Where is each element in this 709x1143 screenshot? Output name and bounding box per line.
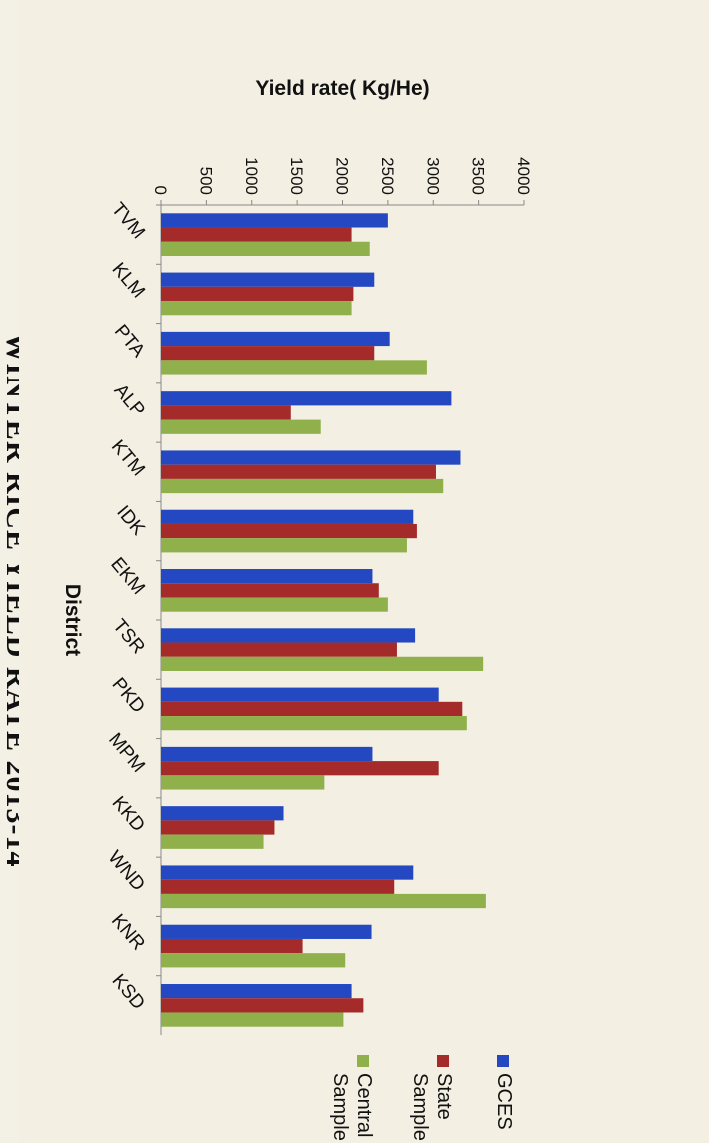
bar-central-sample-mpm: [161, 775, 325, 790]
y-tick-label: 3000: [423, 157, 442, 195]
legend-label-state-sample: State: [433, 1073, 455, 1120]
bar-gces-mpm: [161, 746, 373, 762]
bar-central-sample-tsr: [161, 656, 484, 671]
bar-central-sample-knr: [161, 953, 346, 968]
bar-central-sample-pta: [161, 360, 427, 375]
bar-central-sample-ekm: [161, 597, 388, 612]
bar-gces-pta: [161, 331, 390, 347]
bar-state-sample-mpm: [161, 761, 439, 776]
bar-gces-idk: [161, 509, 414, 524]
y-tick-labels: 0 500 1000 1500 2000 2500 3000 3500 4000: [151, 157, 533, 205]
y-tick-label: 2000: [333, 157, 352, 195]
bar-gces-ksd: [161, 984, 352, 999]
y-tick-label: 3500: [469, 157, 488, 195]
bar-gces-pkd: [161, 687, 439, 702]
bar-state-sample-ktm: [161, 464, 436, 479]
bar-state-sample-tvm: [161, 227, 352, 242]
x-axis-title: District: [61, 584, 84, 656]
bar-state-sample-ksd: [161, 998, 364, 1013]
bar-central-sample-tvm: [161, 241, 370, 256]
y-tick-label: 500: [196, 167, 215, 195]
legend-label-gces: GCES: [493, 1073, 515, 1130]
bar-gces-kkd: [161, 806, 284, 821]
bar-state-sample-alp: [160, 405, 291, 420]
bar-gces-alp: [161, 391, 452, 406]
y-tick-label: 4000: [514, 157, 533, 195]
y-tick-label: 1000: [242, 157, 261, 195]
legend-swatch-gces: [497, 1055, 509, 1067]
legend-swatch-state-sample: [437, 1055, 449, 1067]
bar-state-sample-pkd: [160, 701, 463, 717]
bar-central-sample-wnd: [160, 893, 486, 909]
bar-gces-klm: [161, 272, 375, 287]
bar-state-sample-wnd: [161, 879, 395, 894]
bar-state-sample-klm: [161, 286, 354, 302]
bar-gces-wnd: [161, 865, 414, 880]
bar-central-sample-ksd: [161, 1012, 344, 1027]
bar-central-sample-pkd: [160, 716, 467, 731]
bar-gces-knr: [161, 924, 372, 939]
bar-gces-ekm: [161, 569, 373, 584]
bar-gces-tvm: [161, 213, 388, 228]
bar-central-sample-idk: [161, 538, 407, 553]
legend-label-central-sample: Central: [353, 1073, 375, 1137]
bar-gces-tsr: [161, 628, 416, 643]
bar-gces-ktm: [161, 450, 461, 465]
bar-central-sample-alp: [161, 419, 321, 434]
y-tick-label: 1500: [287, 157, 306, 195]
bar-central-sample-klm: [161, 301, 352, 316]
bar-state-sample-idk: [161, 523, 417, 539]
legend-label-central-sample: Sample: [329, 1073, 351, 1141]
y-axis-title: Yield rate( Kg/He): [255, 77, 429, 100]
bar-state-sample-knr: [161, 938, 303, 954]
bar-central-sample-kkd: [160, 834, 264, 849]
bar-central-sample-ktm: [161, 478, 444, 494]
bar-state-sample-pta: [161, 346, 375, 361]
bars: [160, 213, 486, 1027]
y-tick-label: 2500: [378, 157, 397, 195]
bar-state-sample-tsr: [161, 642, 397, 657]
bar-state-sample-ekm: [160, 583, 379, 598]
legend-swatch-central-sample: [357, 1055, 369, 1067]
legend-label-state-sample: Sample: [409, 1073, 431, 1141]
y-tick-label: 0: [151, 186, 170, 195]
bar-state-sample-kkd: [161, 820, 275, 835]
